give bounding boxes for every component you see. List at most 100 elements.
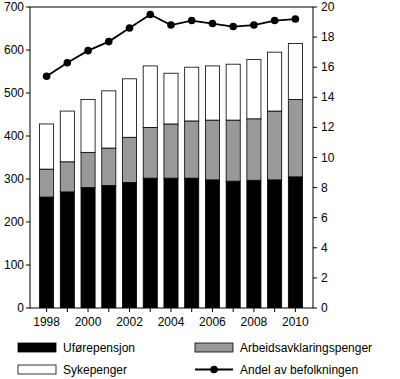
tick-label: 600 (4, 43, 24, 57)
chart: 0100200300400500600700024681012141618201… (0, 0, 400, 379)
tick (26, 50, 30, 51)
tick-label: 2004 (158, 315, 185, 329)
tick (26, 7, 30, 8)
bar (102, 91, 116, 148)
tick (26, 222, 30, 223)
legend-item: Sykepenger (18, 363, 127, 377)
tick-label: 18 (321, 30, 335, 44)
tick (313, 187, 317, 188)
tick-label: 1998 (33, 315, 60, 329)
tick (46, 308, 47, 312)
bar (60, 192, 74, 308)
tick (212, 308, 213, 312)
tick (313, 67, 317, 68)
bar (226, 120, 240, 181)
bar (288, 44, 302, 100)
marker (271, 17, 279, 25)
tick (233, 308, 234, 312)
tick (26, 136, 30, 137)
tick (253, 308, 254, 312)
tick (170, 308, 171, 312)
marker (167, 21, 175, 29)
bar (102, 185, 116, 308)
tick-label: 10 (321, 151, 335, 165)
marker (292, 15, 300, 23)
marker (250, 21, 258, 29)
frame (30, 7, 313, 308)
bar (268, 52, 282, 111)
legend-swatch (18, 343, 56, 352)
bar (247, 59, 261, 118)
tick-label: 20 (321, 0, 335, 14)
bar (81, 188, 95, 308)
bar (185, 67, 199, 121)
marker (84, 47, 92, 55)
tick-label: 100 (4, 258, 24, 272)
bar (60, 111, 74, 162)
tick-label: 2006 (199, 315, 226, 329)
legend-item: Arbeidsavklaringspenger (195, 341, 372, 355)
bar (40, 124, 54, 169)
tick (313, 37, 317, 38)
tick-label: 300 (4, 172, 24, 186)
bar (122, 79, 136, 137)
tick-label: 200 (4, 215, 24, 229)
bar (60, 162, 74, 192)
marker (146, 11, 154, 19)
tick-label: 500 (4, 86, 24, 100)
bar (81, 99, 95, 152)
bar (164, 124, 178, 178)
tick (67, 308, 68, 312)
legend-swatch (195, 343, 233, 352)
tick-label: 14 (321, 90, 335, 104)
tick (274, 308, 275, 312)
legend-item: Uførepensjon (18, 341, 135, 355)
tick-label: 2010 (282, 315, 309, 329)
bar (102, 148, 116, 185)
bar (226, 181, 240, 308)
bar (268, 180, 282, 308)
tick (313, 247, 317, 248)
bar (40, 169, 54, 197)
tick (313, 217, 317, 218)
tick-label: 2002 (116, 315, 143, 329)
bar (143, 127, 157, 178)
marker (126, 24, 134, 32)
marker (64, 59, 72, 67)
legend-label: Andel av befolkningen (240, 363, 358, 377)
bar (122, 182, 136, 308)
bar (226, 64, 240, 120)
tick-label: 16 (321, 60, 335, 74)
marker (105, 38, 113, 46)
legend-swatch (18, 365, 56, 374)
tick (313, 157, 317, 158)
bar (143, 66, 157, 127)
bar (247, 119, 261, 180)
tick (191, 308, 192, 312)
tick-label: 4 (321, 241, 328, 255)
bar (288, 177, 302, 308)
tick-label: 6 (321, 211, 328, 225)
tick (26, 93, 30, 94)
tick-label: 8 (321, 181, 328, 195)
bar (164, 178, 178, 308)
tick (150, 308, 151, 312)
tick (26, 308, 30, 309)
tick-label: 2008 (241, 315, 268, 329)
tick-label: 700 (4, 0, 24, 14)
bar (164, 73, 178, 124)
bar (288, 99, 302, 176)
bar (205, 120, 219, 180)
tick (295, 308, 296, 312)
bar (185, 178, 199, 308)
tick-label: 400 (4, 129, 24, 143)
tick (108, 308, 109, 312)
marker (209, 20, 217, 28)
legend-marker (210, 366, 218, 374)
tick-label: 0 (17, 301, 24, 315)
legend-label: Arbeidsavklaringspenger (240, 341, 372, 355)
tick (313, 277, 317, 278)
bar (247, 180, 261, 308)
tick (26, 179, 30, 180)
marker (43, 72, 51, 80)
